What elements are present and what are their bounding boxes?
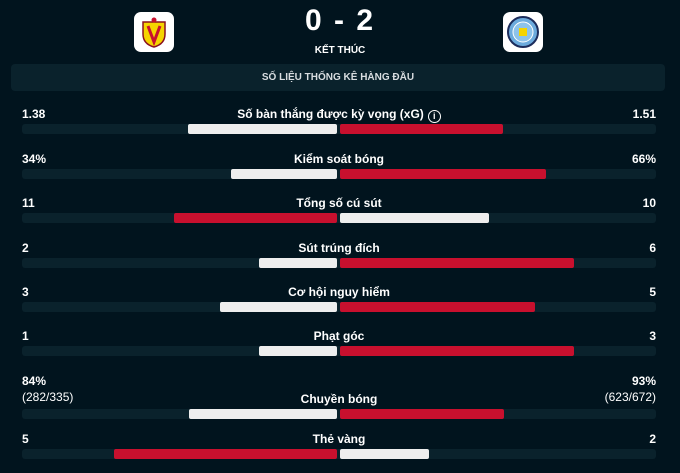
- away-bar: [340, 213, 489, 223]
- stat-label: Sút trúng đích: [298, 241, 380, 255]
- away-bar: [340, 258, 574, 268]
- stat-track: [22, 409, 656, 419]
- away-bar: [340, 124, 504, 134]
- stat-track: [22, 302, 656, 312]
- away-value: 6: [649, 241, 656, 255]
- away-value: 1.51: [632, 107, 656, 121]
- away-team-logo[interactable]: [503, 12, 543, 52]
- home-bar: [259, 346, 337, 356]
- section-title: SỐ LIỆU THỐNG KÊ HÀNG ĐẦU: [11, 64, 665, 91]
- stat-label: Kiểm soát bóng: [293, 152, 384, 166]
- home-value: 3: [22, 285, 29, 299]
- home-bar: [114, 449, 337, 459]
- away-bar: [340, 409, 504, 419]
- home-bar: [188, 409, 337, 419]
- home-bar: [173, 213, 337, 223]
- stat-label: Thẻ vàng: [312, 432, 366, 446]
- home-bar: [230, 169, 337, 179]
- away-bar: [340, 449, 430, 459]
- home-value: 2: [22, 241, 29, 255]
- home-value: 84% (282/335): [22, 374, 74, 404]
- stat-track: [22, 346, 656, 356]
- stat-label: Chuyền bóng: [300, 392, 378, 406]
- stat-label: Số bàn thắng được kỳ vọng (xG) i: [22, 107, 656, 123]
- match-status: KẾT THÚC: [314, 45, 366, 56]
- home-value: 1: [22, 329, 29, 343]
- stat-label: Tổng số cú sút: [296, 196, 382, 210]
- home-value: 5: [22, 432, 29, 446]
- away-value: 66%: [631, 152, 656, 166]
- home-value: 1.38: [22, 107, 46, 121]
- away-bar: [340, 169, 546, 179]
- away-value: 93% (623/672): [604, 374, 656, 404]
- away-bar: [340, 302, 535, 312]
- home-bar: [188, 124, 337, 134]
- home-value: 11: [22, 196, 35, 210]
- stat-track: [22, 258, 656, 268]
- stat-track: [22, 449, 656, 459]
- away-value: 10: [642, 196, 656, 210]
- home-value: 34%: [22, 152, 47, 166]
- stat-track: [22, 213, 656, 223]
- stat-label: Phạt góc: [313, 329, 365, 343]
- home-bar: [259, 258, 337, 268]
- stat-track: [22, 124, 656, 134]
- away-value: 5: [649, 285, 656, 299]
- stat-track: [22, 169, 656, 179]
- away-value: 3: [649, 329, 656, 343]
- away-value: 2: [649, 432, 656, 446]
- stat-label: Cơ hội nguy hiểm: [288, 285, 390, 299]
- info-icon[interactable]: i: [427, 110, 441, 123]
- away-bar: [340, 346, 574, 356]
- home-bar: [220, 302, 337, 312]
- home-team-logo[interactable]: [134, 12, 174, 52]
- score: 0 - 2: [304, 4, 376, 37]
